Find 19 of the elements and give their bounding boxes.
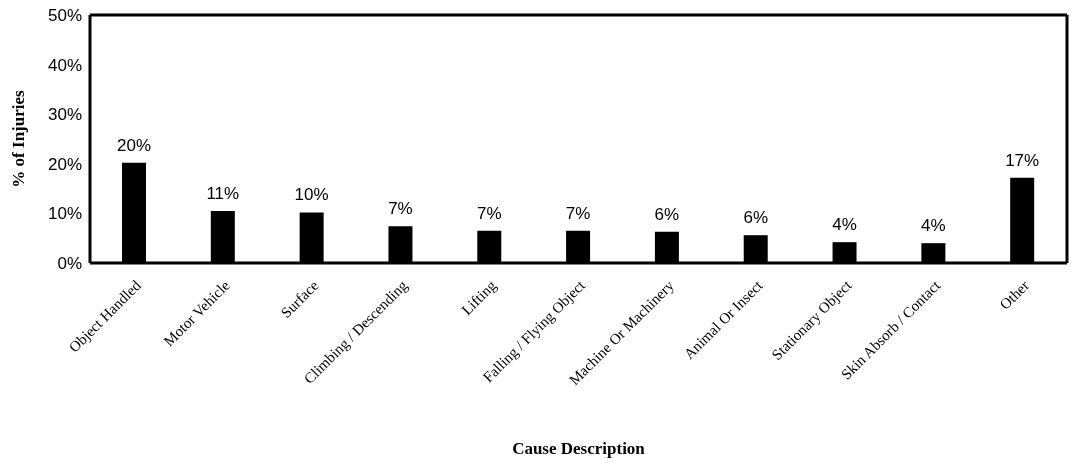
y-tick-label: 40% bbox=[47, 55, 82, 75]
data-label: 6% bbox=[654, 204, 680, 224]
y-axis-title: % of Injuries bbox=[9, 89, 29, 188]
y-tick-label: 30% bbox=[47, 105, 82, 125]
data-label: 7% bbox=[565, 203, 591, 223]
data-label: 4% bbox=[921, 216, 946, 236]
y-tick-label: 20% bbox=[47, 154, 82, 174]
data-label: 17% bbox=[1005, 150, 1040, 170]
x-axis-title: Cause Description bbox=[512, 439, 646, 458]
data-label: 7% bbox=[476, 203, 502, 223]
data-label: 6% bbox=[743, 208, 769, 228]
data-label: 10% bbox=[294, 185, 329, 205]
y-tick-label: 50% bbox=[47, 6, 82, 26]
data-label: 20% bbox=[116, 135, 152, 155]
data-label: 11% bbox=[206, 183, 240, 203]
data-label: 7% bbox=[388, 199, 413, 219]
y-tick-label: 0% bbox=[57, 254, 82, 274]
y-tick-label: 10% bbox=[47, 204, 82, 224]
data-label: 4% bbox=[832, 215, 857, 235]
